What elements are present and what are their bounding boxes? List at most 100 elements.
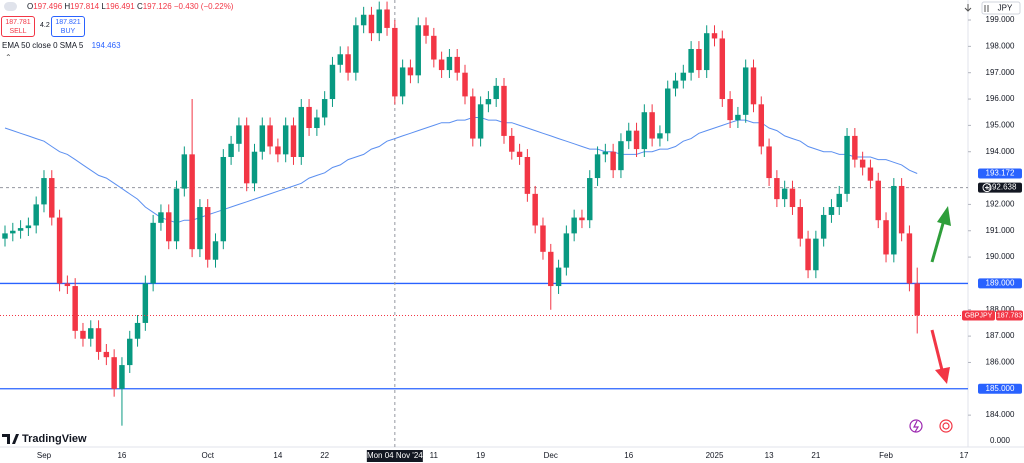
candle-body bbox=[485, 99, 492, 105]
candle-body bbox=[703, 33, 710, 71]
y-tick-label: 192.000 bbox=[986, 200, 1015, 209]
currency-label: JPY bbox=[998, 4, 1013, 13]
candle-body bbox=[423, 25, 429, 36]
ohlc-key: C bbox=[136, 2, 143, 11]
crosshair-plus-icon bbox=[982, 183, 992, 193]
x-tick-label: 13 bbox=[765, 451, 774, 460]
y-tick-label: 194.000 bbox=[986, 147, 1015, 156]
candle-body bbox=[579, 217, 585, 221]
price-label-box bbox=[978, 278, 1022, 289]
symbol-box bbox=[962, 310, 995, 321]
last-price-label: 187.783 bbox=[997, 312, 1022, 319]
header-row: O197.496 H197.814 L196.491 C197.126 −0.4… bbox=[4, 2, 234, 12]
currency-box[interactable] bbox=[981, 1, 1021, 15]
x-tick-label: 14 bbox=[273, 451, 282, 460]
price-label: 185.000 bbox=[986, 384, 1015, 393]
volume-axis-label: 0.000 bbox=[990, 436, 1011, 445]
candle-body bbox=[626, 130, 632, 142]
y-tick-label: 188.000 bbox=[986, 305, 1015, 314]
candle-body bbox=[548, 251, 554, 287]
candle-body bbox=[477, 104, 484, 139]
x-tick-label: 17 bbox=[960, 451, 969, 460]
candle-body bbox=[563, 233, 570, 268]
x-tick-label: Feb bbox=[879, 451, 893, 460]
candle-body bbox=[275, 146, 281, 155]
candle-body bbox=[95, 328, 102, 352]
candle-body bbox=[259, 125, 266, 152]
ohlc-value: 197.126 bbox=[142, 2, 172, 11]
candle-body bbox=[462, 72, 468, 97]
candle-body bbox=[251, 151, 258, 184]
logo-text: TradingView bbox=[22, 433, 87, 445]
candle-body bbox=[127, 338, 133, 366]
candle-body bbox=[25, 225, 32, 229]
candle-body bbox=[610, 151, 616, 171]
candle-body bbox=[781, 188, 788, 200]
y-tick-label: 187.000 bbox=[986, 331, 1015, 340]
candle-body bbox=[415, 25, 421, 76]
x-tick-label: Oct bbox=[201, 451, 214, 460]
candle-body bbox=[587, 178, 593, 221]
candle-body bbox=[735, 114, 741, 121]
ema-line bbox=[4, 117, 918, 224]
candle-body bbox=[680, 72, 687, 81]
green-arrow bbox=[930, 206, 951, 263]
collapse-icon[interactable]: ⌃ bbox=[5, 53, 12, 62]
ohlc-change: −0.430 (−0.22%) bbox=[173, 2, 234, 11]
candle-body bbox=[649, 112, 655, 139]
sell-button[interactable]: 187.781 SELL bbox=[1, 16, 35, 37]
candle-body bbox=[88, 328, 94, 339]
crosshair-time-box bbox=[366, 450, 423, 462]
candle-body bbox=[657, 133, 663, 139]
indicator-name: EMA 50 close 0 SMA 5 bbox=[2, 41, 84, 50]
candle-body bbox=[360, 14, 367, 26]
candle-body bbox=[407, 67, 414, 76]
symbol-label: GBPJPY bbox=[965, 312, 993, 319]
candle-body bbox=[282, 125, 289, 155]
candle-body bbox=[392, 27, 398, 97]
candle-body bbox=[236, 125, 242, 144]
candle-body bbox=[867, 167, 874, 181]
candle-body bbox=[17, 228, 24, 231]
logo: TradingView bbox=[2, 433, 87, 445]
candle-body bbox=[883, 220, 889, 255]
candle-body bbox=[189, 154, 195, 250]
candle-body bbox=[898, 185, 905, 234]
candle-body bbox=[555, 267, 562, 287]
crosshair-plus bbox=[985, 185, 989, 190]
y-tick-label: 186.000 bbox=[986, 358, 1015, 367]
ohlc-key: L bbox=[101, 2, 106, 11]
x-tick-label: Sep bbox=[37, 451, 52, 460]
candle-body bbox=[290, 125, 297, 157]
candle-body bbox=[696, 48, 702, 71]
buy-button[interactable]: 187.821 BUY bbox=[51, 16, 85, 37]
x-tick-label: 21 bbox=[811, 451, 820, 460]
crosshair-price-label: 192.638 bbox=[988, 183, 1017, 192]
candle-body bbox=[664, 88, 671, 134]
candle-body bbox=[852, 135, 858, 160]
candle-body bbox=[158, 212, 164, 223]
candle-body bbox=[532, 193, 538, 226]
ohlc-value: 197.496 bbox=[33, 2, 63, 11]
candle-body bbox=[243, 125, 250, 184]
candle-body bbox=[142, 283, 149, 323]
candle-body bbox=[197, 207, 203, 250]
ema-price-box bbox=[978, 168, 1022, 179]
x-tick-label: 16 bbox=[117, 451, 126, 460]
candle-body bbox=[454, 56, 460, 73]
candle-body bbox=[719, 38, 726, 100]
candle-body bbox=[306, 106, 312, 129]
candle-body bbox=[750, 67, 757, 105]
ema-price-label: 193.172 bbox=[986, 169, 1015, 178]
y-tick-label: 196.000 bbox=[986, 94, 1015, 103]
candle-body bbox=[641, 112, 648, 150]
candle-body bbox=[618, 141, 624, 171]
candle-body bbox=[329, 64, 336, 100]
candle-body bbox=[524, 156, 531, 194]
candle-body bbox=[540, 225, 546, 252]
sell-price: 187.781 bbox=[5, 19, 31, 26]
y-tick-label: 190.000 bbox=[986, 252, 1015, 261]
candle-body bbox=[501, 85, 507, 136]
price-label: 189.000 bbox=[986, 279, 1015, 288]
candle-body bbox=[836, 193, 842, 208]
